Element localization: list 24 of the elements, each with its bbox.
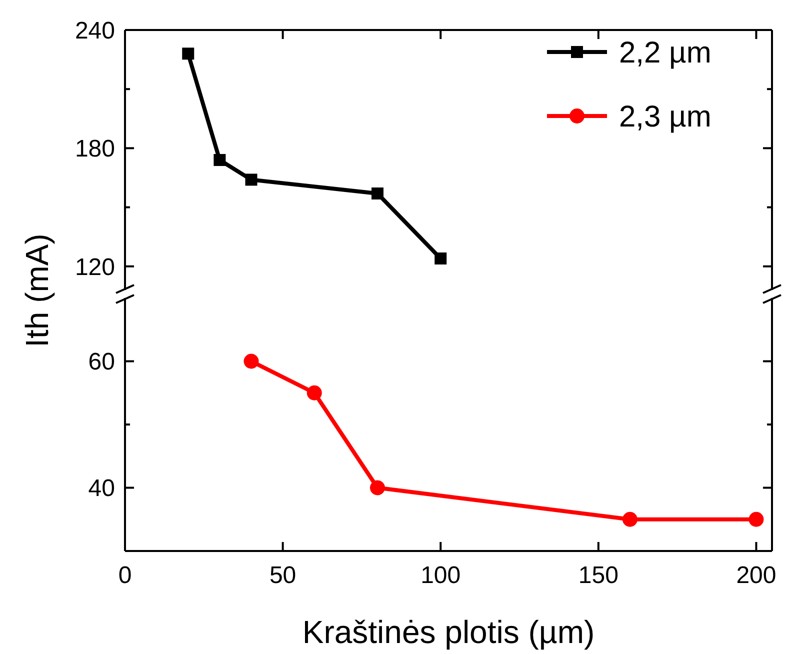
point — [306, 385, 322, 400]
point — [370, 480, 385, 496]
point — [214, 154, 226, 166]
point — [622, 512, 638, 527]
point — [434, 252, 447, 264]
x-axis-title: Kraštinės plotis (µm) — [302, 614, 595, 650]
legend-label: 2,2 µm — [619, 36, 712, 70]
point — [182, 48, 194, 60]
x-tick-label: 200 — [736, 562, 776, 589]
y-tick-label: 180 — [74, 136, 115, 163]
y-tick-label: 240 — [74, 17, 115, 44]
x-tick-label: 100 — [420, 562, 461, 589]
y-tick-label: 40 — [88, 475, 115, 502]
y-tick-label: 60 — [88, 348, 115, 376]
y-axis-title: Ith (mA) — [19, 234, 55, 348]
point — [371, 187, 384, 200]
y-tick-label: 120 — [74, 254, 115, 281]
legend-label: 2,3 µm — [619, 100, 712, 134]
point — [748, 512, 764, 527]
x-tick-label: 50 — [269, 562, 296, 589]
x-tick-label: 150 — [578, 562, 618, 589]
x-tick-label: 0 — [118, 562, 132, 589]
point — [244, 354, 259, 369]
point — [245, 174, 258, 186]
